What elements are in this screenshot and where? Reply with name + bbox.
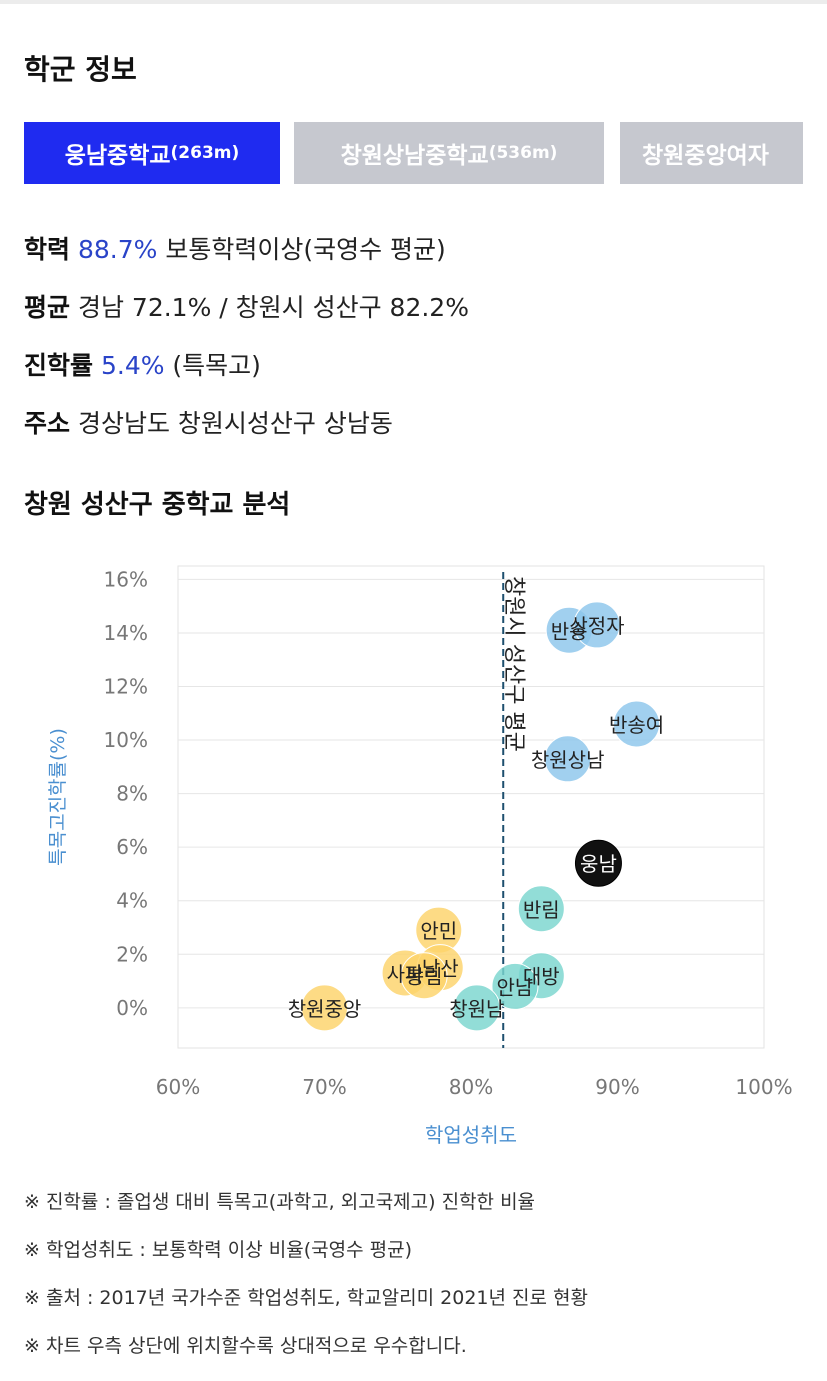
tab-school-1[interactable]: 웅남중학교 (263m) bbox=[24, 122, 280, 184]
data-point bbox=[544, 735, 592, 783]
info-average-text: 경남 72.1% / 창원시 성산구 82.2% bbox=[70, 293, 469, 322]
x-tick-label: 100% bbox=[735, 1075, 792, 1099]
data-point-label: 반림 bbox=[523, 898, 560, 922]
y-tick-label: 14% bbox=[104, 621, 148, 645]
info-advancement-text: (특목고) bbox=[164, 351, 261, 380]
y-tick-label: 4% bbox=[116, 889, 148, 913]
info-academic-label: 학력 bbox=[24, 235, 71, 264]
data-point-label: 반송여 bbox=[609, 713, 664, 737]
tab-school-distance: (536m) bbox=[488, 143, 558, 163]
data-point bbox=[453, 984, 501, 1032]
y-tick-label: 12% bbox=[104, 675, 148, 699]
info-address-text: 경상남도 창원시성산구 상남동 bbox=[70, 409, 393, 438]
info-advancement-value: 5.4% bbox=[100, 351, 165, 380]
data-point-label: 사파 bbox=[387, 962, 424, 986]
tab-school-name: 웅남중학교 bbox=[64, 143, 171, 169]
tab-school-3[interactable]: 창원중앙여자 bbox=[620, 122, 803, 184]
data-point-label: 창원중앙 bbox=[288, 997, 362, 1021]
x-tick-label: 90% bbox=[595, 1075, 639, 1099]
footnote: ※ 진학률 : 졸업생 대비 특목고(과학고, 외고국제고) 진학한 비율 bbox=[24, 1191, 536, 1213]
data-point-label: 웅남 bbox=[580, 852, 617, 876]
info-academic-text: 보통학력이상(국영수 평균) bbox=[157, 235, 446, 264]
data-point-label: 상정자 bbox=[569, 614, 624, 638]
plot-area bbox=[177, 565, 765, 1049]
section-title: 학군 정보 bbox=[24, 53, 137, 86]
data-point-label: 봉림 bbox=[406, 965, 443, 989]
top-divider bbox=[0, 0, 827, 4]
y-tick-label: 2% bbox=[116, 942, 148, 966]
data-point bbox=[613, 700, 661, 748]
chart-title: 창원 성산구 중학교 분석 bbox=[24, 490, 291, 520]
info-advancement-label: 진학률 bbox=[24, 351, 94, 380]
data-point bbox=[301, 984, 348, 1032]
data-point bbox=[400, 952, 448, 1000]
y-tick-label: 10% bbox=[104, 728, 148, 752]
tab-school-2[interactable]: 창원상남중학교 (536m) bbox=[294, 122, 604, 184]
x-tick-label: 60% bbox=[156, 1075, 200, 1099]
info-address-label: 주소 bbox=[24, 409, 71, 438]
data-point bbox=[573, 601, 621, 649]
x-tick-label: 80% bbox=[449, 1075, 493, 1099]
y-tick-label: 8% bbox=[116, 782, 148, 806]
y-tick-label: 6% bbox=[116, 835, 148, 859]
data-point-label: 창원남 bbox=[449, 997, 504, 1021]
school-tabs: 웅남중학교 (263m) 창원상남중학교 (536m) 창원중앙여자 bbox=[24, 122, 803, 184]
x-axis-label: 학업성취도 bbox=[425, 1123, 517, 1147]
data-point-label: 대방 bbox=[523, 965, 560, 989]
data-point bbox=[574, 839, 622, 887]
data-point bbox=[491, 962, 539, 1010]
tab-school-name: 창원상남중학교 bbox=[340, 143, 489, 169]
info-address: 주소 경상남도 창원시성산구 상남동 bbox=[24, 404, 393, 440]
reference-line-label: 창원시 성산구 평균 bbox=[501, 576, 526, 752]
data-point-label: 남산 bbox=[422, 957, 459, 981]
x-tick-label: 70% bbox=[302, 1075, 346, 1099]
data-point-label: 반송 bbox=[551, 619, 588, 643]
data-point-label: 창원상남 bbox=[531, 748, 605, 772]
footnote: ※ 학업성취도 : 보통학력 이상 비율(국영수 평균) bbox=[24, 1239, 413, 1261]
info-average: 평균 경남 72.1% / 창원시 성산구 82.2% bbox=[24, 288, 469, 324]
footnotes: ※ 진학률 : 졸업생 대비 특목고(과학고, 외고국제고) 진학한 비율 ※ … bbox=[24, 1184, 588, 1376]
data-point bbox=[517, 885, 565, 933]
tab-school-name: 창원중앙여자 bbox=[642, 143, 769, 169]
y-axis-label: 특목고진학률(%) bbox=[47, 728, 69, 866]
footnote: ※ 출처 : 2017년 국가수준 학업성취도, 학교알리미 2021년 진로 … bbox=[24, 1287, 588, 1309]
y-tick-label: 0% bbox=[116, 996, 148, 1020]
footnote: ※ 차트 우측 상단에 위치할수록 상대적으로 우수합니다. bbox=[24, 1335, 467, 1357]
scatter-chart: 0% 2% 4% 6% 8% 10% 12% 14% 16% 60% 70% 80% 90% 100% 학업… bbox=[47, 565, 793, 1147]
data-point-label: 안남 bbox=[497, 975, 534, 999]
y-tick-label: 16% bbox=[104, 567, 148, 591]
info-academic-value: 88.7% bbox=[77, 235, 158, 264]
info-academic: 학력 88.7% 보통학력이상(국영수 평균) bbox=[24, 230, 446, 266]
info-advancement: 진학률 5.4% (특목고) bbox=[24, 346, 261, 382]
info-average-label: 평균 bbox=[24, 293, 71, 322]
data-point-label: 안민 bbox=[420, 919, 457, 943]
tab-school-distance: (263m) bbox=[170, 143, 240, 163]
